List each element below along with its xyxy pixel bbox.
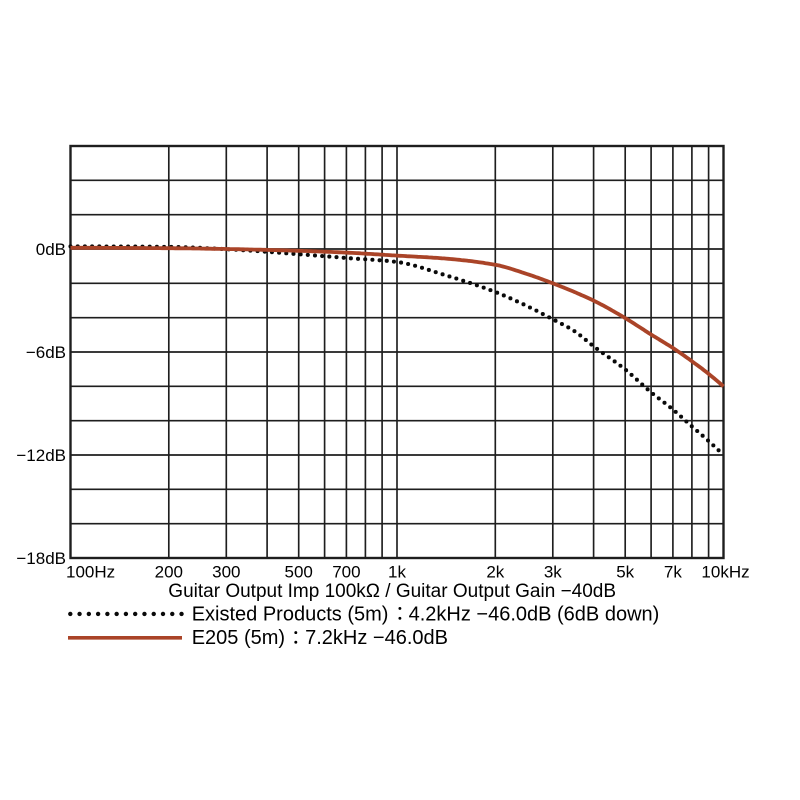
svg-text:7.2kHz −46.0dB: 7.2kHz −46.0dB <box>305 627 448 649</box>
svg-text:500: 500 <box>285 563 313 582</box>
svg-text:3k: 3k <box>544 563 562 582</box>
svg-text:300: 300 <box>212 563 240 582</box>
svg-text:5k: 5k <box>616 563 634 582</box>
svg-text:1k: 1k <box>388 563 406 582</box>
svg-text:E205 (5m): E205 (5m) <box>192 627 285 649</box>
svg-text:Existed Products (5m): Existed Products (5m) <box>192 603 389 625</box>
svg-text:700: 700 <box>332 563 360 582</box>
svg-text:0dB: 0dB <box>36 240 66 259</box>
svg-text:100Hz: 100Hz <box>66 563 115 582</box>
svg-text:7k: 7k <box>664 563 682 582</box>
svg-text:2k: 2k <box>486 563 504 582</box>
svg-text:4.2kHz −46.0dB (6dB down): 4.2kHz −46.0dB (6dB down) <box>409 603 660 625</box>
svg-text:−12dB: −12dB <box>16 446 66 465</box>
svg-text:200: 200 <box>155 563 183 582</box>
svg-text:−18dB: −18dB <box>16 549 66 568</box>
svg-text:10kHz: 10kHz <box>701 563 749 582</box>
svg-text:−6dB: −6dB <box>26 343 66 362</box>
svg-text:Guitar Output Imp 100kΩ / Guit: Guitar Output Imp 100kΩ / Guitar Output … <box>168 581 616 602</box>
